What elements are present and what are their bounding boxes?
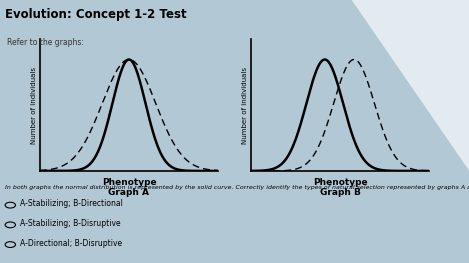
Text: Phenotype
Graph B: Phenotype Graph B <box>313 178 367 197</box>
Y-axis label: Number of individuals: Number of individuals <box>242 67 248 144</box>
Y-axis label: Number of individuals: Number of individuals <box>31 67 37 144</box>
Text: A-Stabilizing; B-Disruptive: A-Stabilizing; B-Disruptive <box>20 219 121 228</box>
Text: A-Directional; B-Disruptive: A-Directional; B-Disruptive <box>20 239 122 248</box>
Text: A-Stabilizing; B-Directional: A-Stabilizing; B-Directional <box>20 199 122 208</box>
Text: Phenotype
Graph A: Phenotype Graph A <box>102 178 156 197</box>
Text: In both graphs the normal distribution is represented by the solid curve. Correc: In both graphs the normal distribution i… <box>5 185 469 190</box>
Text: Evolution: Concept 1-2 Test: Evolution: Concept 1-2 Test <box>5 8 186 21</box>
Text: Refer to the graphs:: Refer to the graphs: <box>7 38 84 47</box>
